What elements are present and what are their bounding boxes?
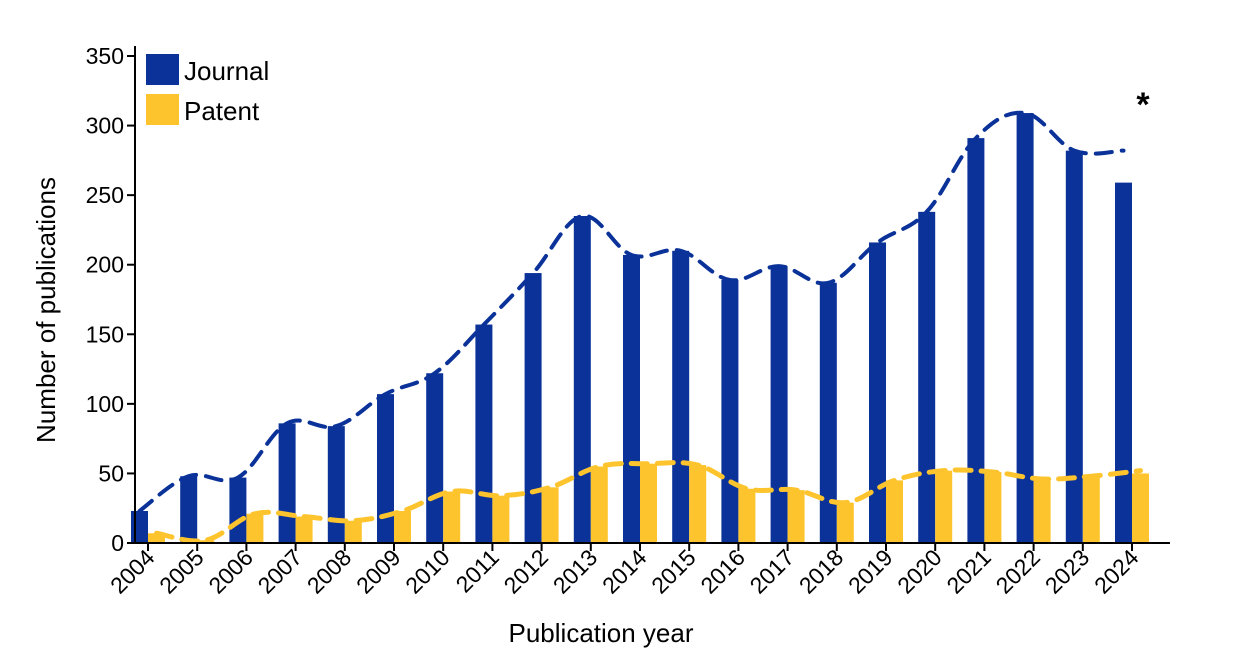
x-tick-label: 2024 bbox=[1089, 544, 1144, 599]
journal-bar-2011 bbox=[475, 324, 493, 543]
patent-bar-2008 bbox=[344, 520, 362, 543]
journal-bar-2015 bbox=[672, 250, 690, 544]
patent-bar-2014 bbox=[640, 463, 657, 543]
journal-bar-2012 bbox=[524, 273, 542, 543]
patent-bar-2019 bbox=[886, 480, 903, 543]
y-tick-label: 100 bbox=[86, 391, 124, 417]
x-axis-title: Publication year bbox=[509, 618, 694, 648]
journal-bar-2009 bbox=[377, 394, 394, 543]
patent-bar-2013 bbox=[590, 466, 608, 543]
patent-bar-2022 bbox=[1033, 478, 1051, 543]
y-tick-label: 300 bbox=[86, 113, 124, 139]
patent-bar-2006 bbox=[246, 513, 264, 543]
x-tick-label: 2013 bbox=[548, 544, 603, 599]
journal-bar-2020 bbox=[918, 211, 936, 543]
journal-bar-2023 bbox=[1065, 150, 1083, 544]
legend-swatch-patent bbox=[146, 94, 179, 125]
journal-bar-2018 bbox=[819, 282, 837, 543]
journal-bar-2014 bbox=[623, 254, 640, 543]
y-tick-label: 200 bbox=[86, 252, 124, 278]
patent-bar-2004 bbox=[148, 533, 165, 543]
legend-label-patent: Patent bbox=[184, 96, 260, 126]
y-tick-label: 150 bbox=[86, 321, 124, 347]
x-tick-label: 2012 bbox=[499, 544, 554, 599]
x-tick-label: 2023 bbox=[1040, 544, 1095, 599]
patent-bar-2018 bbox=[836, 502, 854, 543]
journal-bar-2022 bbox=[1016, 113, 1034, 543]
x-tick-label: 2018 bbox=[794, 544, 849, 599]
patent-bar-2007 bbox=[295, 516, 313, 543]
x-tick-label: 2020 bbox=[892, 544, 947, 599]
patent-bar-2012 bbox=[541, 487, 559, 543]
patent-bar-2021 bbox=[984, 472, 1002, 543]
journal-bar-2016 bbox=[721, 280, 739, 543]
patent-bar-2015 bbox=[689, 465, 707, 543]
x-tick-label: 2010 bbox=[400, 544, 455, 599]
legend-label-journal: Journal bbox=[184, 56, 269, 86]
journal-bar-2013 bbox=[573, 216, 591, 543]
x-tick-label: 2009 bbox=[351, 544, 406, 599]
journal-bar-2004 bbox=[131, 510, 148, 543]
y-tick-label: 250 bbox=[86, 182, 124, 208]
x-tick-label: 2005 bbox=[154, 544, 209, 599]
journal-bar-2017 bbox=[770, 266, 788, 543]
journal-bar-2019 bbox=[869, 242, 886, 544]
x-tick-label: 2008 bbox=[302, 544, 357, 599]
patent-bar-2005 bbox=[197, 540, 215, 543]
x-tick-label: 2014 bbox=[597, 544, 652, 599]
y-tick-label: 50 bbox=[98, 460, 124, 486]
journal-bar-2010 bbox=[426, 373, 444, 543]
legend-swatch-journal bbox=[146, 54, 179, 85]
x-tick-label: 2019 bbox=[843, 544, 898, 599]
patent-bar-2023 bbox=[1082, 476, 1100, 543]
patent-bar-2010 bbox=[443, 491, 461, 543]
journal-bar-2021 bbox=[967, 138, 985, 543]
x-tick-label: 2017 bbox=[745, 544, 800, 599]
patent-bar-2009 bbox=[394, 510, 411, 543]
patent-bar-2020 bbox=[935, 470, 953, 543]
x-tick-label: 2021 bbox=[941, 544, 996, 599]
journal-bar-2005 bbox=[180, 476, 198, 543]
legend: Journal Patent bbox=[146, 54, 269, 126]
journal-trend-line bbox=[137, 110, 1126, 513]
journal-bar-2007 bbox=[278, 423, 296, 543]
patent-bar-2016 bbox=[738, 488, 756, 543]
x-tick-label: 2011 bbox=[451, 544, 504, 597]
bars-layer bbox=[131, 113, 1149, 544]
trend-lines-layer bbox=[137, 110, 1143, 544]
x-tick-label: 2015 bbox=[646, 544, 701, 599]
annotation-asterisk: * bbox=[1136, 86, 1150, 124]
patent-trend-line bbox=[154, 460, 1143, 544]
journal-bar-2008 bbox=[327, 426, 345, 543]
x-tick-label: 2007 bbox=[253, 544, 308, 599]
y-tick-label: 0 bbox=[111, 530, 124, 556]
journal-bar-2024 bbox=[1115, 182, 1132, 543]
patent-bar-2011 bbox=[492, 495, 510, 543]
x-tick-label: 2016 bbox=[695, 544, 750, 599]
patent-bar-2024 bbox=[1132, 473, 1149, 543]
x-tick-label: 2006 bbox=[203, 544, 258, 599]
y-axis-title: Number of publications bbox=[31, 177, 61, 443]
y-tick-label: 350 bbox=[86, 43, 124, 69]
x-tick-label: 2022 bbox=[991, 544, 1046, 599]
journal-bar-2006 bbox=[229, 477, 247, 543]
patent-bar-2017 bbox=[787, 490, 805, 543]
